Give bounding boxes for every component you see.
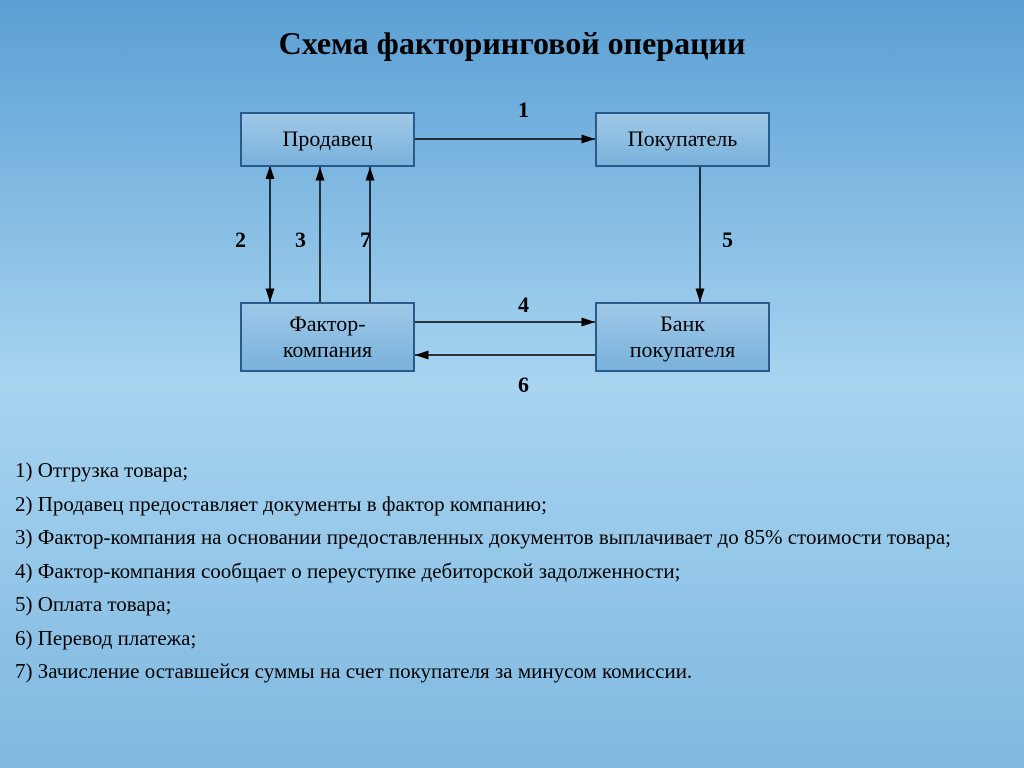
edge-label-1: 1 <box>518 97 529 123</box>
edge-label-7: 7 <box>360 227 371 253</box>
edge-label-3: 3 <box>295 227 306 253</box>
node-factor: Фактор- компания <box>240 302 415 372</box>
flowchart-diagram: Продавец Покупатель Фактор- компания Банк п… <box>0 77 1024 417</box>
edge-label-4: 4 <box>518 292 529 318</box>
node-seller: Продавец <box>240 112 415 167</box>
arrows-layer <box>0 77 1024 417</box>
legend-item-4: 4) Фактор-компания сообщает о переуступк… <box>15 556 1010 588</box>
legend-item-5: 5) Оплата товара; <box>15 589 1010 621</box>
edge-label-5: 5 <box>722 227 733 253</box>
edge-label-6: 6 <box>518 372 529 398</box>
legend-item-3: 3) Фактор-компания на основании предоста… <box>15 522 1010 554</box>
edge-label-2: 2 <box>235 227 246 253</box>
node-bank: Банк покупателя <box>595 302 770 372</box>
legend-item-6: 6) Перевод платежа; <box>15 623 1010 655</box>
legend-item-2: 2) Продавец предоставляет документы в фа… <box>15 489 1010 521</box>
node-buyer: Покупатель <box>595 112 770 167</box>
legend-item-7: 7) Зачисление оставшейся суммы на счет п… <box>15 656 1010 688</box>
page-title: Схема факторинговой операции <box>0 0 1024 62</box>
legend-item-1: 1) Отгрузка товара; <box>15 455 1010 487</box>
legend: 1) Отгрузка товара;2) Продавец предостав… <box>15 455 1010 690</box>
